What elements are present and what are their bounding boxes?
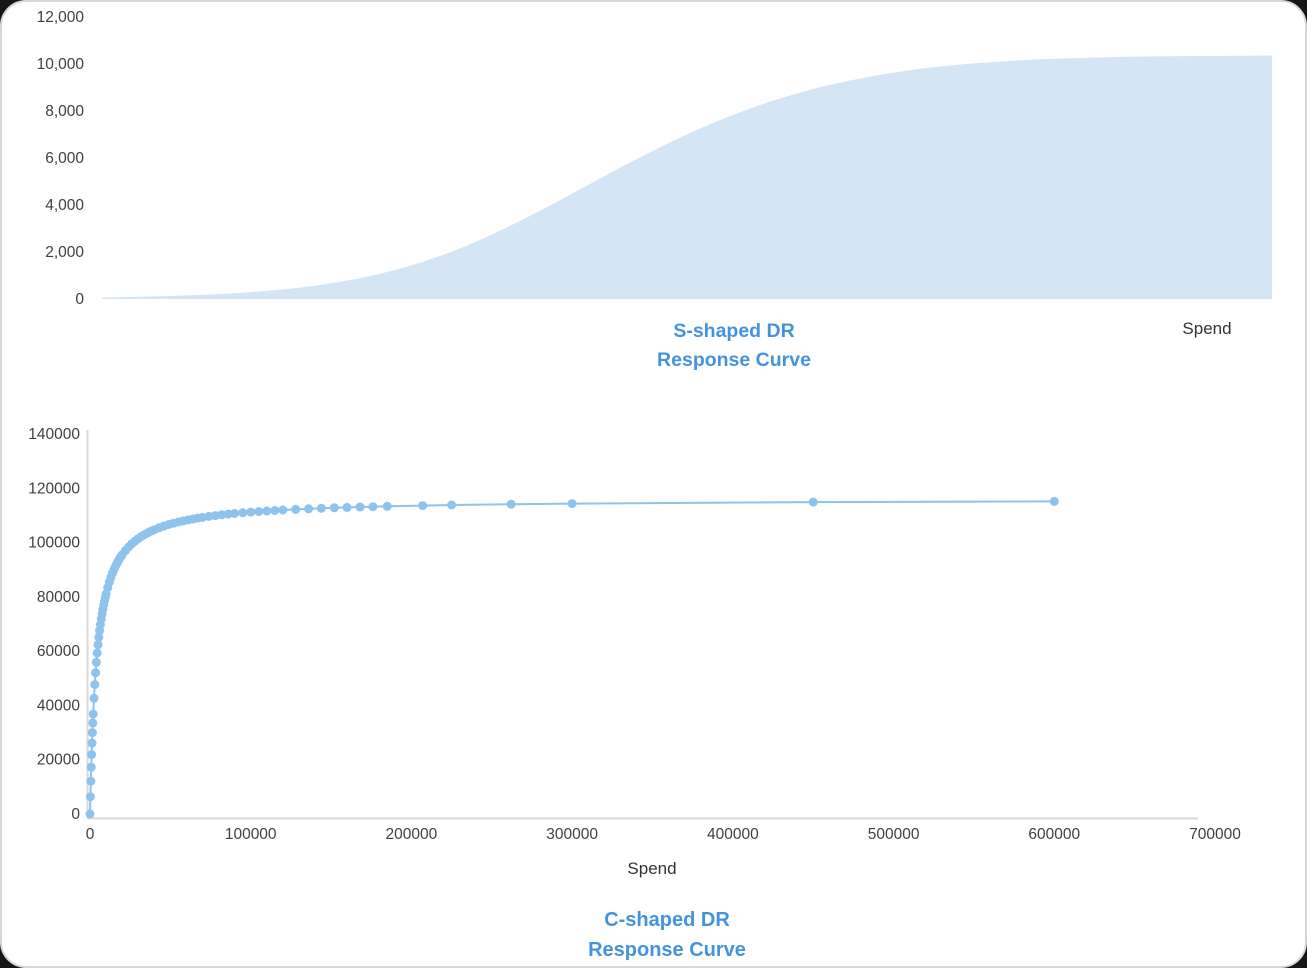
c-curve-y-tick-label: 60000 bbox=[37, 643, 80, 660]
c-curve-point bbox=[329, 503, 339, 513]
c-curve-y-tick-label: 0 bbox=[71, 806, 80, 823]
c-curve-title: C-shaped DR Response Curve bbox=[517, 905, 817, 965]
c-curve-point bbox=[278, 505, 288, 515]
c-curve-point bbox=[87, 738, 97, 748]
c-curve-point bbox=[86, 762, 96, 772]
c-curve-point bbox=[368, 502, 378, 512]
c-curve-point bbox=[447, 500, 457, 510]
s-curve-y-tick-label: 4,000 bbox=[45, 197, 84, 214]
c-curve-point bbox=[85, 809, 95, 819]
s-curve-y-tick-label: 0 bbox=[75, 291, 84, 308]
c-curve-x-tick-label: 600000 bbox=[1028, 826, 1080, 843]
c-curve-x-tick-label: 500000 bbox=[868, 826, 920, 843]
c-curve-point bbox=[254, 507, 264, 516]
c-curve-point bbox=[86, 776, 96, 786]
c-curve-x-tick-label: 300000 bbox=[546, 826, 598, 843]
c-curve-point bbox=[92, 648, 102, 658]
c-curve-point bbox=[1049, 496, 1059, 506]
c-curve-scatter-chart: 0 20000 40000 60000 80000 100000 120000 140000 0… bbox=[28, 426, 1241, 843]
s-curve-x-axis-label: Spend bbox=[1182, 319, 1232, 338]
s-curve-area bbox=[102, 55, 1272, 299]
c-curve-point bbox=[246, 507, 256, 517]
c-curve-y-tick-label: 20000 bbox=[37, 752, 80, 769]
c-curve-title-line1: C-shaped DR bbox=[604, 909, 730, 931]
c-curve-point bbox=[808, 497, 818, 507]
c-curve-x-tick-label: 100000 bbox=[225, 826, 277, 843]
c-curve-point bbox=[87, 750, 97, 760]
c-curve-point bbox=[89, 693, 99, 703]
c-curve-point bbox=[291, 504, 301, 514]
c-curve-x-axis-label: Spend bbox=[627, 859, 677, 878]
s-curve-y-tick-label: 8,000 bbox=[45, 103, 84, 120]
s-curve-y-tick-label: 2,000 bbox=[45, 244, 84, 261]
c-curve-point bbox=[342, 502, 352, 512]
c-curve-x-tick-label: 200000 bbox=[386, 826, 438, 843]
c-curve-line bbox=[89, 500, 1055, 815]
c-curve-point bbox=[87, 728, 97, 738]
c-curve-x-tick-label: 0 bbox=[86, 826, 95, 843]
c-curve-point bbox=[418, 501, 428, 511]
c-curve-point bbox=[94, 632, 104, 642]
c-curve-point bbox=[567, 499, 577, 509]
s-curve-y-tick-label: 6,000 bbox=[45, 150, 84, 167]
s-curve-area-chart: 0 2,000 4,000 6,000 8,000 10,000 12,000 bbox=[37, 9, 1272, 308]
c-curve-point bbox=[506, 499, 516, 509]
c-curve-point bbox=[88, 718, 98, 728]
s-curve-title-line1: S-shaped DR bbox=[673, 320, 795, 342]
c-curve-point bbox=[230, 509, 240, 518]
c-curve-point bbox=[304, 504, 314, 514]
s-curve-title: S-shaped DR Response Curve bbox=[584, 317, 884, 375]
c-curve-point bbox=[88, 709, 98, 719]
c-curve-x-tick-label: 700000 bbox=[1189, 826, 1241, 843]
c-curve-point bbox=[91, 657, 101, 667]
c-curve-point bbox=[91, 668, 101, 678]
c-curve-y-tick-label: 80000 bbox=[37, 589, 80, 606]
c-curve-point bbox=[316, 503, 326, 513]
c-curve-point bbox=[238, 508, 248, 518]
c-curve-point bbox=[382, 501, 392, 511]
c-curve-x-tick-label: 400000 bbox=[707, 826, 759, 843]
c-curve-point bbox=[93, 640, 103, 650]
c-curve-title-line2: Response Curve bbox=[588, 939, 746, 961]
s-curve-title-line2: Response Curve bbox=[657, 349, 811, 371]
c-curve-point bbox=[270, 506, 280, 515]
c-curve-y-tick-label: 140000 bbox=[28, 426, 80, 443]
s-curve-y-tick-label: 12,000 bbox=[37, 9, 85, 26]
c-curve-point bbox=[90, 680, 100, 690]
s-curve-y-tick-label: 10,000 bbox=[37, 56, 85, 73]
c-curve-y-tick-label: 120000 bbox=[28, 480, 80, 497]
c-curve-point bbox=[262, 506, 272, 516]
c-curve-y-tick-label: 100000 bbox=[28, 535, 80, 552]
c-curve-y-tick-label: 40000 bbox=[37, 697, 80, 714]
c-curve-point bbox=[85, 792, 95, 802]
c-curve-point bbox=[355, 502, 365, 512]
